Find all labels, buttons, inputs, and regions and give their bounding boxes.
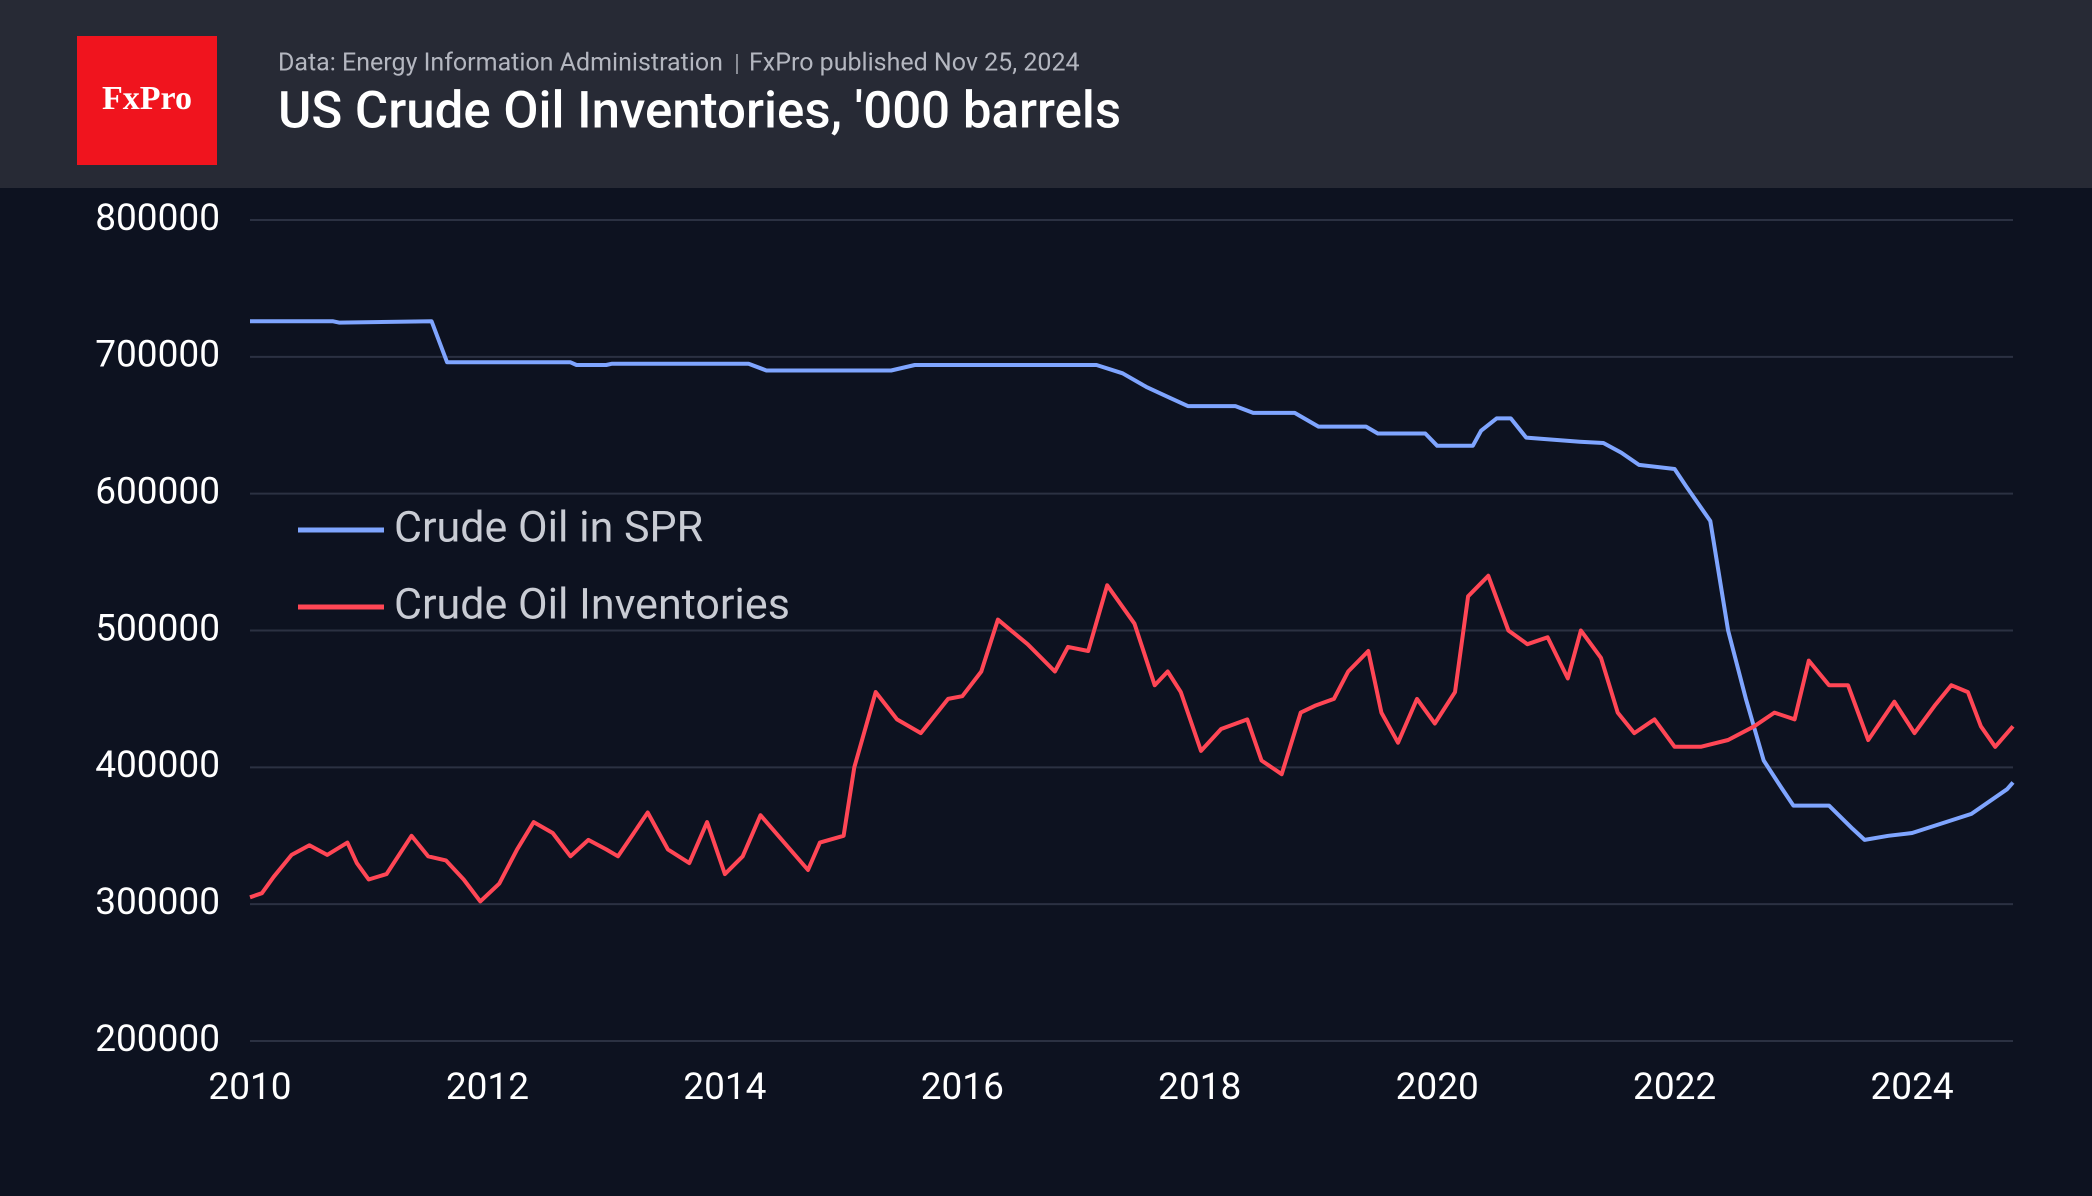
logo-box xyxy=(77,36,217,165)
y-tick-label: 700000 xyxy=(95,334,220,377)
x-tick-label: 2010 xyxy=(208,1066,291,1109)
x-tick-label: 2014 xyxy=(683,1066,766,1109)
header xyxy=(0,0,2092,188)
y-tick-label: 500000 xyxy=(95,607,220,650)
legend-label: Crude Oil in SPR xyxy=(394,502,703,552)
y-tick-label: 800000 xyxy=(95,197,220,240)
legend-label: Crude Oil Inventories xyxy=(394,579,790,629)
chart-title: US Crude Oil Inventories, '000 barrels xyxy=(278,81,1121,140)
y-tick-label: 400000 xyxy=(95,744,220,787)
x-tick-label: 2018 xyxy=(1158,1066,1241,1109)
y-tick-label: 300000 xyxy=(95,881,220,924)
x-tick-label: 2022 xyxy=(1633,1066,1716,1109)
series-line xyxy=(249,573,2015,904)
series-line xyxy=(250,319,2015,842)
y-tick-label: 600000 xyxy=(95,470,220,513)
x-tick-label: 2012 xyxy=(446,1066,529,1109)
source: Data: Energy Information Administration xyxy=(278,49,723,78)
published: FxPro published Nov 25, 2024 xyxy=(749,49,1080,78)
x-tick-label: 2016 xyxy=(921,1066,1004,1109)
x-tick-label: 2024 xyxy=(1870,1066,1953,1109)
logo: FxPro xyxy=(102,80,192,117)
y-tick-label: 200000 xyxy=(95,1018,220,1061)
x-tick-label: 2020 xyxy=(1396,1066,1479,1109)
